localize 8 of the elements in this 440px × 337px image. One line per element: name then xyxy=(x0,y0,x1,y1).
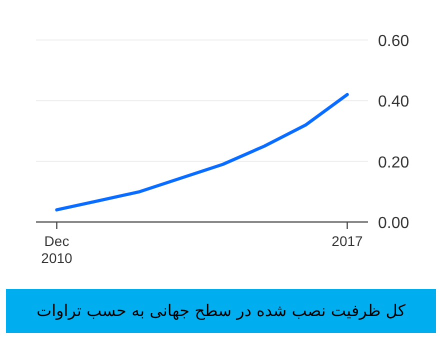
x-tick-label: 2017 xyxy=(332,233,364,249)
y-tick-label: 0.40 xyxy=(378,94,410,111)
y-tick-label: 0.00 xyxy=(378,215,410,232)
text: کل ظرفیت نصب شده در سطح جهانی به حسب تراوات xyxy=(6,289,436,333)
x-tick-label: Dec 2010 xyxy=(41,233,73,266)
y-tick-label: 0.20 xyxy=(378,154,410,172)
y-tick-label: 0.60 xyxy=(378,33,410,50)
line-series xyxy=(55,93,349,212)
